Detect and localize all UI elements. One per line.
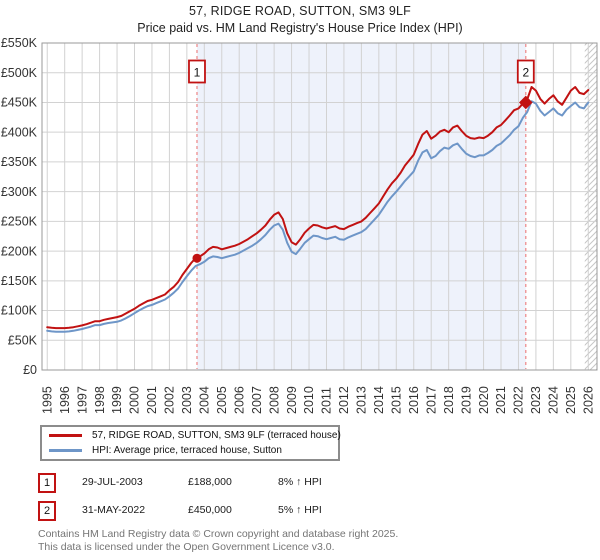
license-footer: Contains HM Land Registry data © Crown c… [38,528,398,554]
svg-text:£350K: £350K [1,155,38,169]
svg-text:2023: 2023 [529,386,543,414]
legend-label-hpi: HPI: Average price, terraced house, Sutt… [92,445,282,456]
property-line-swatch [49,434,82,437]
svg-text:1998: 1998 [93,386,107,414]
svg-text:2011: 2011 [320,387,334,414]
sale-flag-num-2: 2 [522,66,529,80]
sale-2-price: £450,000 [188,504,232,516]
hpi-line [46,100,590,333]
sale-flag-box-1 [188,59,206,84]
chart-title: 57, RIDGE ROAD, SUTTON, SM3 9LF [189,4,411,18]
svg-text:2006: 2006 [232,386,246,414]
svg-text:£200K: £200K [1,244,38,258]
legend-item-hpi: HPI: Average price, terraced house, Sutt… [42,443,338,458]
svg-text:1999: 1999 [110,386,124,414]
svg-text:2016: 2016 [407,386,421,414]
svg-text:2000: 2000 [128,386,142,414]
svg-text:2024: 2024 [547,386,561,414]
sale-1-marker-box: 1 [38,473,56,493]
svg-text:1995: 1995 [40,386,54,414]
sale-annotation-1: 1 29-JUL-2003 £188,000 8% ↑ HPI [0,473,600,493]
legend-item-property: 57, RIDGE ROAD, SUTTON, SM3 9LF (terrace… [42,428,341,443]
svg-text:1997: 1997 [75,386,89,414]
svg-text:£0: £0 [23,363,37,377]
svg-text:£550K: £550K [1,36,38,50]
sale-flag-num-1: 1 [194,66,201,80]
property-price-line [46,86,590,330]
svg-text:2019: 2019 [459,386,473,414]
svg-text:1996: 1996 [58,386,72,414]
svg-text:2004: 2004 [198,386,212,414]
svg-text:2017: 2017 [424,386,438,414]
sale-1-price: £188,000 [188,476,232,488]
svg-text:2018: 2018 [442,386,456,414]
sale-flag-box-2 [516,59,535,84]
svg-text:£500K: £500K [1,66,38,80]
sale-1-hpi-delta: 8% ↑ HPI [278,476,322,488]
svg-text:2021: 2021 [494,386,508,414]
hpi-line-swatch [49,449,82,452]
svg-text:£100K: £100K [1,304,38,318]
sale-2-hpi-delta: 5% ↑ HPI [278,504,322,516]
sale-annotation-2: 2 31-MAY-2022 £450,000 5% ↑ HPI [0,501,600,521]
legend-label-property: 57, RIDGE ROAD, SUTTON, SM3 9LF (terrace… [92,430,341,441]
footer-line-2: This data is licensed under the Open Gov… [38,541,335,554]
svg-text:£300K: £300K [1,185,38,199]
svg-text:£450K: £450K [1,96,38,110]
sale-2-date: 31-MAY-2022 [82,504,146,516]
svg-text:2001: 2001 [145,386,159,414]
svg-text:2013: 2013 [355,386,369,414]
svg-text:£50K: £50K [8,333,38,347]
price-chart[interactable]: 1 2 £0 £50K £100K £150K £200K £250K £300K £350K £4… [0,0,600,425]
svg-text:2007: 2007 [250,386,264,414]
footer-line-1: Contains HM Land Registry data © Crown c… [38,528,399,540]
svg-text:2014: 2014 [372,386,386,414]
svg-text:2015: 2015 [389,386,403,414]
svg-text:2008: 2008 [267,386,281,414]
svg-text:2026: 2026 [581,386,595,414]
svg-text:2003: 2003 [180,386,194,414]
chart-subtitle: Price paid vs. HM Land Registry's House … [137,21,463,35]
svg-text:£150K: £150K [1,274,38,288]
svg-text:2012: 2012 [337,386,351,414]
svg-text:£400K: £400K [1,125,38,139]
sale-1-date: 29-JUL-2003 [82,476,143,488]
svg-text:2010: 2010 [302,386,316,414]
svg-text:2020: 2020 [477,386,491,414]
sale-2-marker-box: 2 [38,501,56,521]
sale-point-1 [192,253,202,263]
sale-point-2 [519,95,533,110]
svg-text:2005: 2005 [215,386,229,414]
svg-text:£250K: £250K [1,215,38,229]
legend: 57, RIDGE ROAD, SUTTON, SM3 9LF (terrace… [40,425,341,461]
svg-text:2002: 2002 [163,386,177,414]
svg-text:2022: 2022 [512,386,526,414]
svg-text:2025: 2025 [564,386,578,414]
svg-text:2009: 2009 [285,386,299,414]
